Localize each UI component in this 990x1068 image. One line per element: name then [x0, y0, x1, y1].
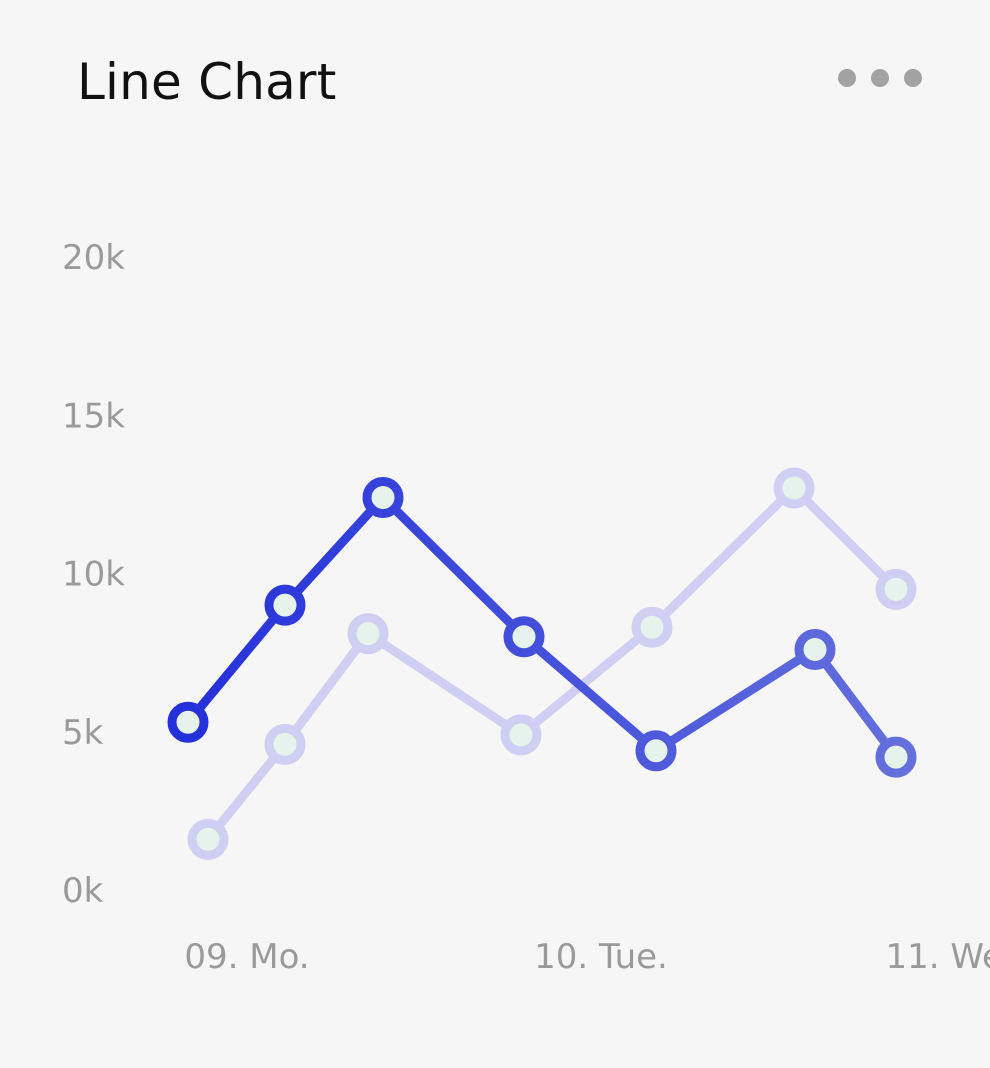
data-point-marker[interactable] — [875, 736, 917, 778]
data-point-marker[interactable] — [362, 477, 404, 519]
data-point-marker[interactable] — [773, 467, 815, 509]
data-point-marker[interactable] — [347, 613, 389, 655]
x-tick-label: 11. Wed — [885, 937, 990, 977]
data-point-marker[interactable] — [264, 723, 306, 765]
y-tick-label: 20k — [62, 238, 125, 278]
series-layer — [167, 467, 917, 860]
data-point-marker[interactable] — [503, 616, 545, 658]
y-tick-label: 10k — [62, 555, 125, 595]
more-dot — [904, 69, 922, 87]
data-point-marker[interactable] — [635, 730, 677, 772]
more-options-icon[interactable] — [830, 62, 930, 94]
x-tick-label: 10. Tue. — [534, 937, 668, 977]
y-tick-label: 15k — [62, 396, 125, 436]
more-dot — [838, 69, 856, 87]
chart-title: Line Chart — [77, 53, 337, 111]
data-point-marker[interactable] — [500, 714, 542, 756]
data-point-marker[interactable] — [187, 818, 229, 860]
data-point-marker[interactable] — [875, 568, 917, 610]
series-secondary — [187, 467, 917, 860]
series-primary — [167, 477, 917, 778]
x-axis-labels: 09. Mo. 10. Tue. 11. Wed — [184, 937, 990, 977]
x-tick-label: 09. Mo. — [184, 937, 309, 977]
data-point-marker[interactable] — [794, 628, 836, 670]
data-point-marker[interactable] — [264, 584, 306, 626]
data-point-marker[interactable] — [631, 606, 673, 648]
y-tick-label: 5k — [62, 713, 104, 753]
y-axis-labels: 0k 5k 10k 15k 20k — [62, 238, 125, 911]
y-tick-label: 0k — [62, 871, 104, 911]
data-point-marker[interactable] — [167, 701, 209, 743]
more-dot — [871, 69, 889, 87]
